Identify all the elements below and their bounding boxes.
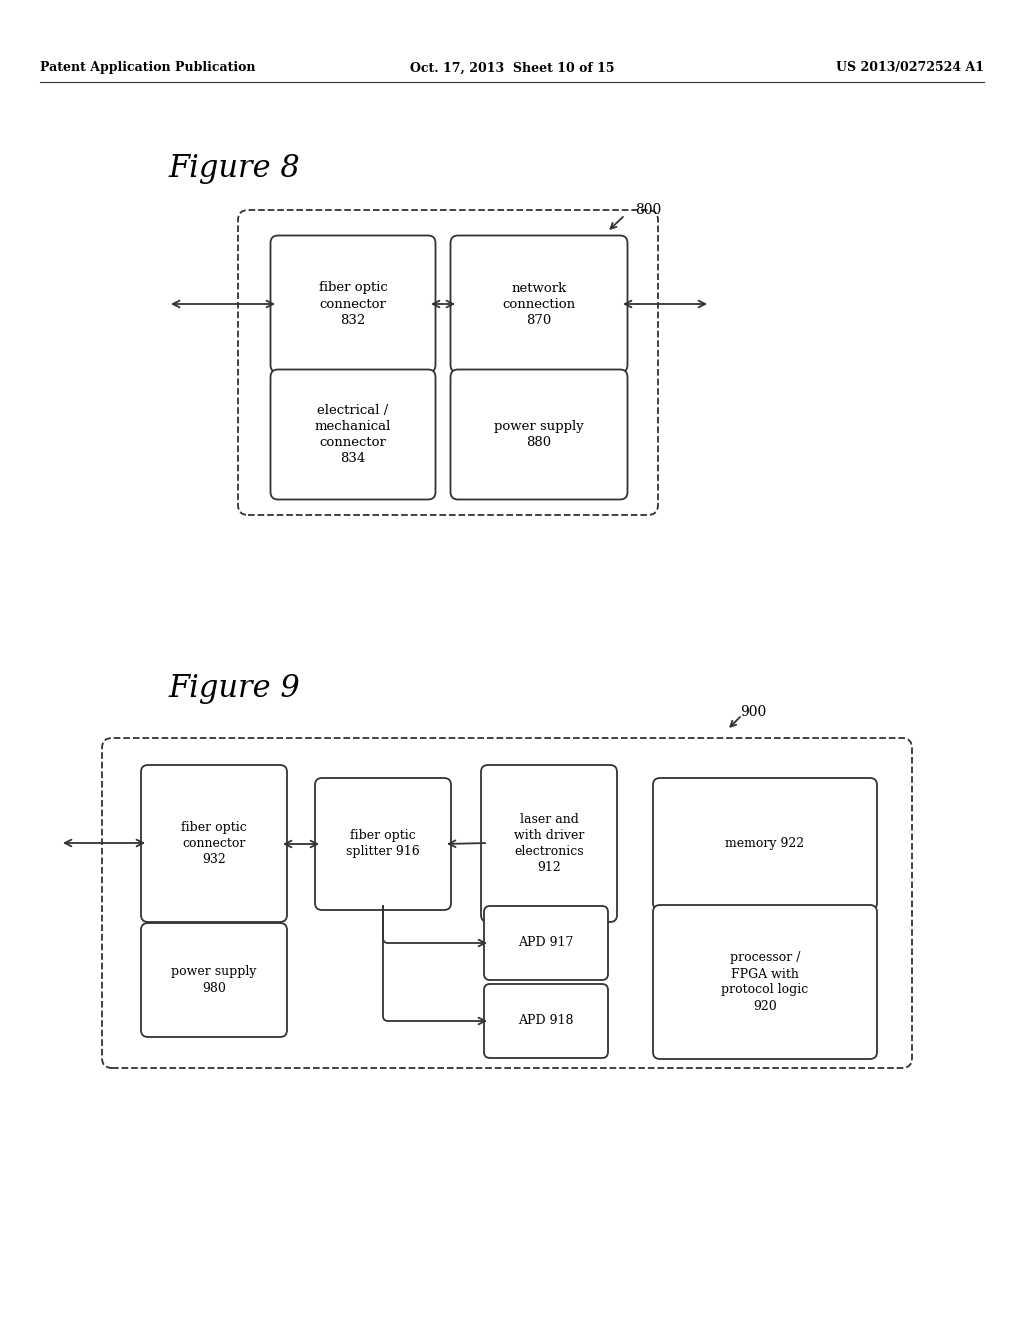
- Text: electrical /
mechanical
connector
834: electrical / mechanical connector 834: [314, 404, 391, 465]
- Text: fiber optic
connector
932: fiber optic connector 932: [181, 821, 247, 866]
- Text: APD 918: APD 918: [518, 1015, 573, 1027]
- Text: power supply
880: power supply 880: [495, 420, 584, 449]
- FancyBboxPatch shape: [484, 983, 608, 1059]
- Text: Figure 8: Figure 8: [168, 153, 300, 183]
- FancyBboxPatch shape: [484, 906, 608, 979]
- FancyBboxPatch shape: [653, 777, 877, 909]
- FancyBboxPatch shape: [102, 738, 912, 1068]
- Text: Figure 9: Figure 9: [168, 672, 300, 704]
- Text: power supply
980: power supply 980: [171, 965, 257, 994]
- Text: 800: 800: [635, 203, 662, 216]
- Text: fiber optic
connector
832: fiber optic connector 832: [318, 281, 387, 326]
- FancyBboxPatch shape: [481, 766, 617, 921]
- Text: laser and
with driver
electronics
912: laser and with driver electronics 912: [514, 813, 584, 874]
- Text: APD 917: APD 917: [518, 936, 573, 949]
- FancyBboxPatch shape: [315, 777, 451, 909]
- FancyBboxPatch shape: [451, 370, 628, 499]
- FancyBboxPatch shape: [451, 235, 628, 372]
- FancyBboxPatch shape: [653, 906, 877, 1059]
- Text: memory 922: memory 922: [725, 837, 805, 850]
- FancyBboxPatch shape: [238, 210, 658, 515]
- FancyBboxPatch shape: [141, 923, 287, 1038]
- Text: network
connection
870: network connection 870: [503, 281, 575, 326]
- Text: Oct. 17, 2013  Sheet 10 of 15: Oct. 17, 2013 Sheet 10 of 15: [410, 62, 614, 74]
- Text: 900: 900: [740, 705, 766, 719]
- Text: processor /
FPGA with
protocol logic
920: processor / FPGA with protocol logic 920: [721, 952, 809, 1012]
- FancyBboxPatch shape: [141, 766, 287, 921]
- Text: US 2013/0272524 A1: US 2013/0272524 A1: [836, 62, 984, 74]
- Text: Patent Application Publication: Patent Application Publication: [40, 62, 256, 74]
- FancyBboxPatch shape: [270, 370, 435, 499]
- FancyBboxPatch shape: [270, 235, 435, 372]
- Text: fiber optic
splitter 916: fiber optic splitter 916: [346, 829, 420, 858]
